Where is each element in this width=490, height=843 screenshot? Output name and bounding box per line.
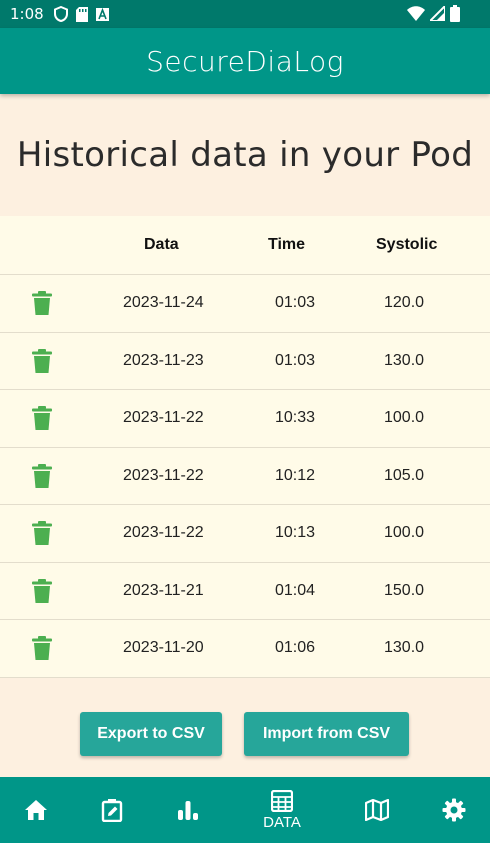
table-row: 2023-11-23 01:03 130.0	[0, 333, 490, 390]
edit-note-icon	[101, 799, 123, 822]
cell-date: 2023-11-20	[123, 639, 204, 657]
sd-card-icon	[75, 6, 88, 22]
trash-icon[interactable]	[32, 291, 52, 316]
app-title: SecureDiaLog	[146, 44, 344, 78]
bottom-nav: DATA	[0, 777, 490, 843]
battery-icon	[450, 5, 460, 22]
cell-time: 10:13	[275, 524, 316, 542]
cell-time: 01:06	[275, 639, 316, 657]
nav-data[interactable]: DATA	[246, 777, 318, 843]
trash-icon[interactable]	[32, 521, 52, 546]
cell-systolic: 130.0	[384, 639, 425, 657]
trash-icon[interactable]	[32, 636, 52, 661]
delete-row-button[interactable]	[32, 521, 52, 546]
table-header: Data Time Systolic	[0, 216, 490, 275]
nav-edit[interactable]	[76, 777, 148, 843]
cell-systolic: 100.0	[384, 409, 425, 427]
cell-time: 01:03	[275, 294, 316, 312]
trash-icon[interactable]	[32, 578, 52, 603]
home-icon	[25, 800, 47, 820]
status-bar: 1:08	[0, 0, 490, 28]
table-row: 2023-11-22 10:33 100.0	[0, 390, 490, 448]
page-title: Historical data in your Pod	[16, 135, 474, 175]
trash-icon[interactable]	[32, 348, 52, 373]
cell-systolic: 130.0	[384, 351, 425, 369]
header-date: Data	[144, 236, 179, 253]
cell-date: 2023-11-22	[123, 524, 204, 542]
nav-home[interactable]	[0, 777, 72, 843]
cell-time: 10:33	[275, 409, 316, 427]
map-icon	[365, 799, 389, 821]
delete-row-button[interactable]	[32, 291, 52, 316]
shield-icon	[53, 6, 68, 22]
wifi-icon	[407, 6, 425, 21]
app-bar: SecureDiaLog	[0, 28, 490, 94]
header-systolic: Systolic	[376, 236, 438, 253]
nav-map[interactable]	[341, 777, 413, 843]
nav-data-label: DATA	[263, 813, 301, 831]
nav-settings[interactable]	[418, 777, 490, 843]
data-table: Data Time Systolic 2023-11-24 01:03 120.0 2…	[0, 216, 490, 678]
cell-time: 01:03	[275, 351, 316, 369]
nav-charts[interactable]	[152, 777, 224, 843]
cell-systolic: 100.0	[384, 524, 425, 542]
delete-row-button[interactable]	[32, 406, 52, 431]
cell-date: 2023-11-23	[123, 351, 204, 369]
cell-date: 2023-11-22	[123, 466, 204, 484]
cell-date: 2023-11-24	[123, 294, 204, 312]
export-csv-button[interactable]: Export to CSV	[80, 712, 222, 756]
table-row: 2023-11-24 01:03 120.0	[0, 275, 490, 333]
delete-row-button[interactable]	[32, 578, 52, 603]
delete-row-button[interactable]	[32, 636, 52, 661]
cell-systolic: 120.0	[384, 294, 425, 312]
cell-date: 2023-11-22	[123, 409, 204, 427]
import-csv-button[interactable]: Import from CSV	[244, 712, 409, 756]
cell-time: 01:04	[275, 581, 316, 599]
trash-icon[interactable]	[32, 406, 52, 431]
table-row: 2023-11-20 01:06 130.0	[0, 620, 490, 678]
heading-area: Historical data in your Pod	[0, 94, 490, 216]
cell-systolic: 150.0	[384, 581, 425, 599]
table-row: 2023-11-22 10:12 105.0	[0, 448, 490, 505]
gear-icon	[442, 798, 466, 822]
signal-icon	[430, 6, 445, 21]
font-a-icon	[95, 7, 109, 21]
table-grid-icon	[271, 789, 293, 812]
table-body: 2023-11-24 01:03 120.0 2023-11-23 01:03 130.0…	[0, 275, 490, 678]
delete-row-button[interactable]	[32, 463, 52, 488]
status-time: 1:08	[10, 5, 44, 23]
table-row: 2023-11-22 10:13 100.0	[0, 505, 490, 563]
cell-date: 2023-11-21	[123, 581, 204, 599]
delete-row-button[interactable]	[32, 348, 52, 373]
cell-time: 10:12	[275, 466, 316, 484]
table-row: 2023-11-21 01:04 150.0	[0, 563, 490, 620]
header-time: Time	[268, 236, 306, 253]
bar-chart-icon	[178, 801, 198, 820]
csv-actions: Export to CSV Import from CSV	[0, 712, 490, 756]
cell-systolic: 105.0	[384, 466, 425, 484]
trash-icon[interactable]	[32, 463, 52, 488]
